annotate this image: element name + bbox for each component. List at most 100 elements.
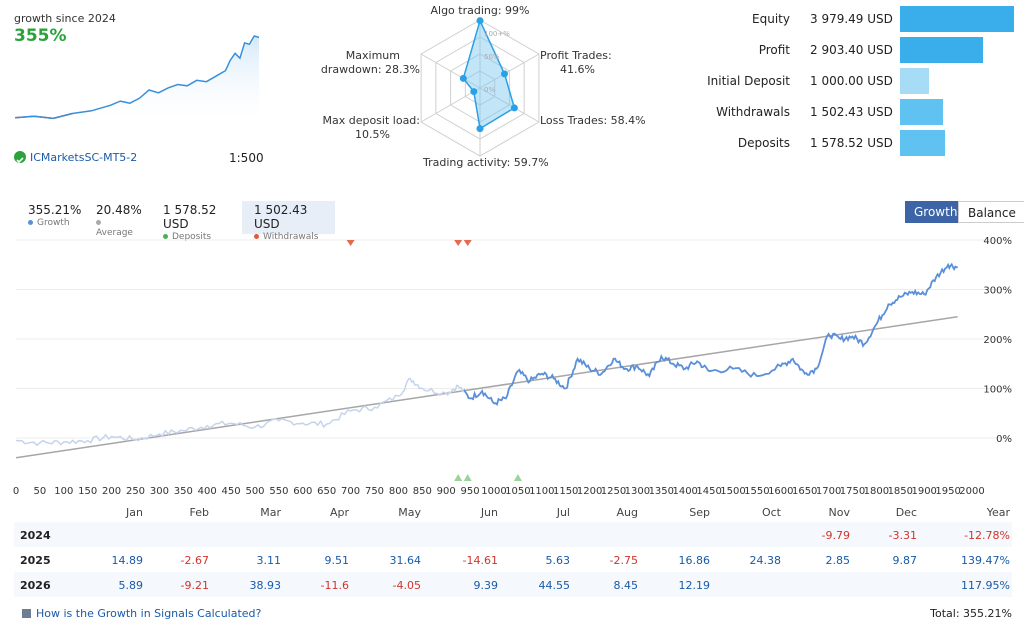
growth-line bbox=[463, 262, 958, 406]
summary-bar bbox=[900, 130, 946, 156]
radar-label-load: Max deposit load: bbox=[322, 114, 420, 127]
x-tick-label: 850 bbox=[413, 486, 432, 497]
x-tick-label: 650 bbox=[317, 486, 336, 497]
radar-tick-50: 50% bbox=[484, 53, 500, 61]
balance-button[interactable]: Balance bbox=[958, 201, 1024, 223]
summary-value: 1 502.43 USD bbox=[810, 105, 893, 119]
tab-label: Deposits bbox=[163, 232, 230, 242]
table-header-cell: May bbox=[398, 506, 421, 519]
x-tick-label: 250 bbox=[126, 486, 145, 497]
growth-button[interactable]: Growth bbox=[905, 201, 967, 223]
radar-point bbox=[459, 74, 467, 82]
summary-bar bbox=[900, 68, 929, 94]
tab-label: Growth bbox=[28, 218, 72, 228]
table-cell: 117.95% bbox=[961, 579, 1010, 592]
radar-label-loss: Loss Trades: 58.4% bbox=[540, 114, 646, 127]
table-header-cell: Jan bbox=[126, 506, 143, 519]
leverage: 1:500 bbox=[229, 151, 264, 165]
radar-point bbox=[476, 17, 484, 25]
x-tick-label: 900 bbox=[437, 486, 456, 497]
x-tick-label: 200 bbox=[102, 486, 121, 497]
table-header-cell: Jun bbox=[480, 506, 498, 519]
table-header-cell: Jul bbox=[556, 506, 570, 519]
tab-average[interactable]: 20.48% Average bbox=[84, 201, 151, 238]
summary-label: Withdrawals bbox=[716, 105, 790, 119]
table-cell: 16.86 bbox=[678, 554, 711, 567]
withdrawal-marker-icon bbox=[346, 240, 355, 246]
mini-chart-line bbox=[14, 35, 260, 120]
summary-label: Initial Deposit bbox=[707, 74, 790, 88]
radar-label-profit-value: 41.6% bbox=[560, 63, 595, 76]
x-tick-label: 750 bbox=[365, 486, 384, 497]
table-cell: 12.19 bbox=[678, 579, 711, 592]
table-cell: -11.6 bbox=[320, 579, 349, 592]
tab-value: 20.48% bbox=[96, 203, 142, 217]
radar-spoke bbox=[420, 53, 481, 89]
radar-tick-100: 100+% bbox=[484, 30, 510, 38]
x-tick-label: 1350 bbox=[649, 486, 674, 497]
x-tick-label: 1450 bbox=[696, 486, 721, 497]
tab-value: 355.21% bbox=[28, 203, 82, 217]
x-tick-label: 1900 bbox=[911, 486, 936, 497]
table-cell: -9.21 bbox=[180, 579, 209, 592]
table-row: 2024 -9.79 -3.31 -12.78% bbox=[14, 522, 1012, 547]
x-tick-label: 1650 bbox=[792, 486, 817, 497]
total-growth: Total: 355.21% bbox=[930, 607, 1012, 620]
summary-label: Deposits bbox=[737, 136, 790, 150]
growth-chart: 400% 300% 200% 100% 0% 0 50 100 150 200 250 300 350… bbox=[13, 236, 1012, 497]
growth-calc-link[interactable]: How is the Growth in Signals Calculated? bbox=[36, 607, 262, 620]
x-tick-label: 600 bbox=[293, 486, 312, 497]
deposit-marker-icon bbox=[463, 474, 472, 481]
summary-bar bbox=[900, 99, 943, 125]
radar-label-profit: Profit Trades: bbox=[540, 49, 612, 62]
table-header-cell: Mar bbox=[260, 506, 281, 519]
table-cell: 44.55 bbox=[538, 579, 571, 592]
table-row: 2025 14.89 -2.67 3.11 9.51 31.64 -14.61 5.63 -2.… bbox=[14, 547, 1012, 572]
radar-label-load-value: 10.5% bbox=[355, 128, 390, 141]
x-tick-label: 1100 bbox=[529, 486, 554, 497]
x-tick-label: 1950 bbox=[935, 486, 960, 497]
tab-deposits[interactable]: 1 578.52 USD Deposits bbox=[151, 201, 242, 242]
radar-chart: 100+% 50% 0% bbox=[420, 17, 540, 157]
table-header-cell: Oct bbox=[761, 506, 781, 519]
x-tick-label: 1800 bbox=[864, 486, 889, 497]
deposit-marker-icon bbox=[454, 474, 463, 481]
table-cell: 24.38 bbox=[749, 554, 782, 567]
x-tick-label: 50 bbox=[34, 486, 47, 497]
table-year: 2024 bbox=[20, 529, 51, 542]
table-cell: 3.11 bbox=[256, 554, 282, 567]
tab-label: Average bbox=[96, 218, 139, 238]
x-tick-label: 300 bbox=[150, 486, 169, 497]
x-tick-label: 1700 bbox=[816, 486, 841, 497]
x-tick-label: 400 bbox=[198, 486, 217, 497]
table-cell: 31.64 bbox=[389, 554, 422, 567]
x-tick-label: 1300 bbox=[625, 486, 650, 497]
x-tick-label: 1250 bbox=[601, 486, 626, 497]
account-server-link[interactable]: ICMarketsSC-MT5-2 bbox=[30, 151, 138, 164]
radar-spoke bbox=[420, 87, 481, 123]
tab-value: 1 502.43 USD bbox=[254, 203, 308, 231]
y-tick-label: 200% bbox=[983, 335, 1012, 346]
tab-value: 1 578.52 USD bbox=[163, 203, 217, 231]
growth-value: 355% bbox=[14, 26, 67, 46]
table-header-cell: Aug bbox=[616, 506, 638, 519]
table-cell: -12.78% bbox=[964, 529, 1010, 542]
calculator-icon bbox=[22, 609, 31, 618]
mini-chart-area bbox=[15, 36, 259, 128]
radar-label-drawdown: Maximum bbox=[345, 49, 400, 62]
radar-grid bbox=[420, 19, 540, 157]
y-tick-label: 300% bbox=[983, 286, 1012, 297]
table-cell: 9.87 bbox=[892, 554, 918, 567]
table-header-cell: Year bbox=[986, 506, 1010, 519]
tab-growth[interactable]: 355.21% Growth bbox=[16, 201, 84, 231]
table-cell: 9.51 bbox=[324, 554, 350, 567]
withdrawal-marker-icon bbox=[463, 240, 472, 246]
table-year: 2026 bbox=[20, 579, 51, 592]
tab-withdrawals[interactable]: 1 502.43 USD Withdrawals bbox=[242, 201, 335, 242]
summary-label: Profit bbox=[758, 43, 790, 57]
radar-point bbox=[476, 125, 484, 133]
x-tick-label: 500 bbox=[245, 486, 264, 497]
table-cell: -3.31 bbox=[888, 529, 917, 542]
x-tick-label: 450 bbox=[222, 486, 241, 497]
radar-spoke bbox=[479, 53, 540, 89]
